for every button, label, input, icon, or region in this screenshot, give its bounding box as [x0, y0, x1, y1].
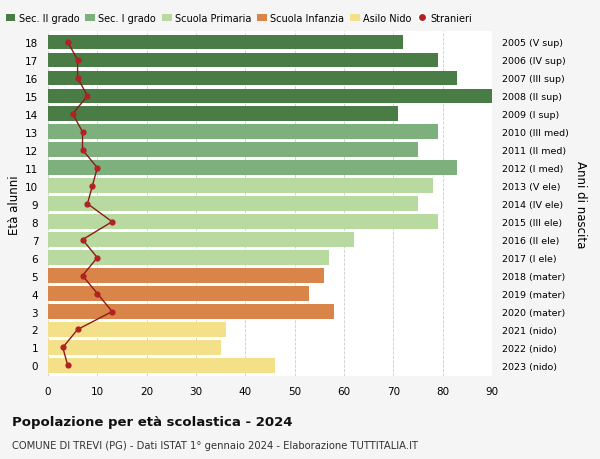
- Bar: [48, 233, 354, 247]
- Bar: [48, 251, 329, 265]
- Bar: [48, 107, 398, 122]
- Bar: [48, 340, 221, 355]
- Bar: [48, 179, 433, 194]
- Text: Popolazione per età scolastica - 2024: Popolazione per età scolastica - 2024: [12, 415, 293, 428]
- Bar: [48, 53, 438, 68]
- Bar: [48, 125, 438, 140]
- Bar: [48, 304, 334, 319]
- Bar: [48, 90, 492, 104]
- Text: COMUNE DI TREVI (PG) - Dati ISTAT 1° gennaio 2024 - Elaborazione TUTTITALIA.IT: COMUNE DI TREVI (PG) - Dati ISTAT 1° gen…: [12, 440, 418, 450]
- Bar: [48, 322, 226, 337]
- Y-axis label: Età alunni: Età alunni: [8, 174, 21, 234]
- Legend: Sec. II grado, Sec. I grado, Scuola Primaria, Scuola Infanzia, Asilo Nido, Stran: Sec. II grado, Sec. I grado, Scuola Prim…: [5, 14, 472, 24]
- Bar: [48, 215, 438, 230]
- Bar: [48, 197, 418, 212]
- Bar: [48, 72, 457, 86]
- Bar: [48, 286, 310, 301]
- Bar: [48, 143, 418, 158]
- Bar: [48, 358, 275, 373]
- Bar: [48, 35, 403, 50]
- Bar: [48, 269, 324, 283]
- Bar: [48, 161, 457, 176]
- Y-axis label: Anni di nascita: Anni di nascita: [574, 161, 587, 248]
